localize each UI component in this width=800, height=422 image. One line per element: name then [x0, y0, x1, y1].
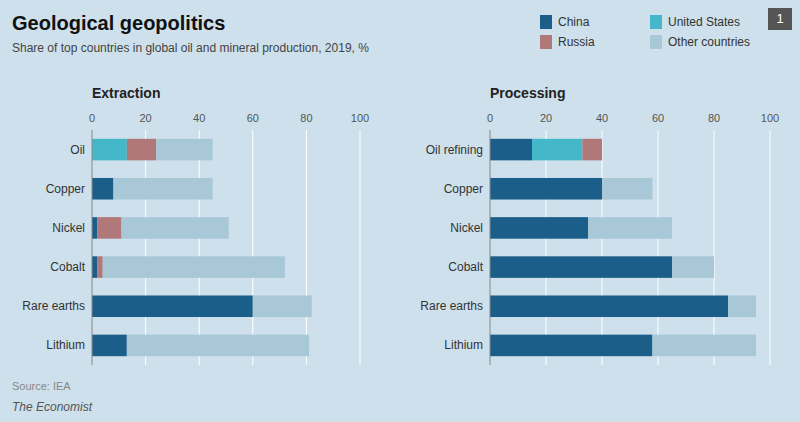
tick-label: 0	[89, 112, 95, 124]
page: {"title": "Geological geopolitics", "sub…	[0, 0, 800, 422]
panel-title: Processing	[490, 85, 565, 101]
category-label: Rare earths	[22, 299, 85, 313]
bar-segment	[490, 295, 728, 317]
bar-segment	[127, 335, 309, 357]
legend-label: Other countries	[668, 35, 750, 49]
bar-segment	[588, 217, 672, 239]
bar-segment	[602, 178, 652, 200]
bars	[490, 139, 756, 356]
grid-line	[199, 130, 200, 365]
grid-line	[602, 130, 603, 365]
category-label: Rare earths	[420, 299, 483, 313]
tick-label: 60	[247, 112, 259, 124]
grid-line	[770, 130, 771, 365]
bar-segment	[532, 139, 582, 161]
bar-segment	[490, 256, 672, 278]
category-label: Nickel	[52, 221, 85, 235]
panel: 0 20 40 60 80 100 Oil Copper Nickel Cobalt Rare ea…	[22, 112, 369, 365]
bar-segment	[92, 335, 127, 357]
bar-segment	[156, 139, 212, 161]
bar-segment	[127, 139, 156, 161]
bar-segment	[103, 256, 285, 278]
bar-segment	[490, 335, 652, 357]
tick-label: 80	[708, 112, 720, 124]
grid-line	[546, 130, 547, 365]
grid-line	[658, 130, 659, 365]
tick-label: 20	[139, 112, 151, 124]
grid-line	[252, 130, 253, 365]
tick-label: 0	[487, 112, 493, 124]
bar-segment	[113, 178, 212, 200]
category-label: Cobalt	[448, 260, 483, 274]
category-label: Nickel	[450, 221, 483, 235]
annotation: 1	[776, 11, 783, 26]
bar-segment	[121, 217, 228, 239]
legend-label: United States	[668, 15, 740, 29]
bar-segment	[728, 295, 756, 317]
subtitle: Share of top countries in global oil and…	[12, 41, 369, 55]
category-label: Oil refining	[426, 143, 483, 157]
grid-line	[714, 130, 715, 365]
axis-line	[490, 130, 491, 365]
bar-segment	[97, 217, 121, 239]
legend-swatch	[540, 35, 552, 49]
bars	[92, 139, 312, 356]
tick-label: 20	[540, 112, 552, 124]
bar-segment	[582, 139, 602, 161]
legend-label: Russia	[558, 35, 595, 49]
tick-label: 40	[193, 112, 205, 124]
panel-title: Extraction	[92, 85, 160, 101]
bar-segment	[602, 139, 603, 161]
bar-segment	[92, 217, 97, 239]
category-label: Lithium	[444, 338, 483, 352]
panel: 0 20 40 60 80 100 Oil refining Copper Nickel Coba…	[420, 112, 779, 365]
grid-line	[306, 130, 307, 365]
tick-label: 100	[761, 112, 779, 124]
category-label: Copper	[444, 182, 483, 196]
category-label: Cobalt	[50, 260, 85, 274]
footer: The Economist	[12, 400, 93, 414]
tick-label: 60	[652, 112, 664, 124]
category-label: Copper	[46, 182, 85, 196]
title: Geological geopolitics	[12, 12, 225, 34]
legend-swatch	[650, 35, 662, 49]
bar-segment	[490, 178, 602, 200]
legend-swatch	[540, 15, 552, 29]
bar-segment	[672, 256, 714, 278]
category-label: Oil	[70, 143, 85, 157]
grid-line	[145, 130, 146, 365]
bar-segment	[490, 139, 532, 161]
badge	[768, 8, 792, 30]
chart: Geological geopolitics Share of top count…	[0, 0, 800, 422]
legend-label: China	[558, 15, 590, 29]
tick-label: 80	[300, 112, 312, 124]
grid-line	[360, 130, 361, 365]
bar-segment	[490, 217, 588, 239]
category-label: Lithium	[46, 338, 85, 352]
source: Source: IEA	[12, 380, 71, 392]
bar-segment	[92, 295, 253, 317]
bar-segment	[652, 335, 756, 357]
bar-segment	[92, 256, 97, 278]
bar-segment	[92, 139, 127, 161]
legend-swatch	[650, 15, 662, 29]
bar-segment	[253, 295, 312, 317]
axis-line	[92, 130, 93, 365]
tick-label: 100	[351, 112, 369, 124]
bar-segment	[92, 178, 113, 200]
tick-label: 40	[596, 112, 608, 124]
bar-segment	[97, 256, 102, 278]
